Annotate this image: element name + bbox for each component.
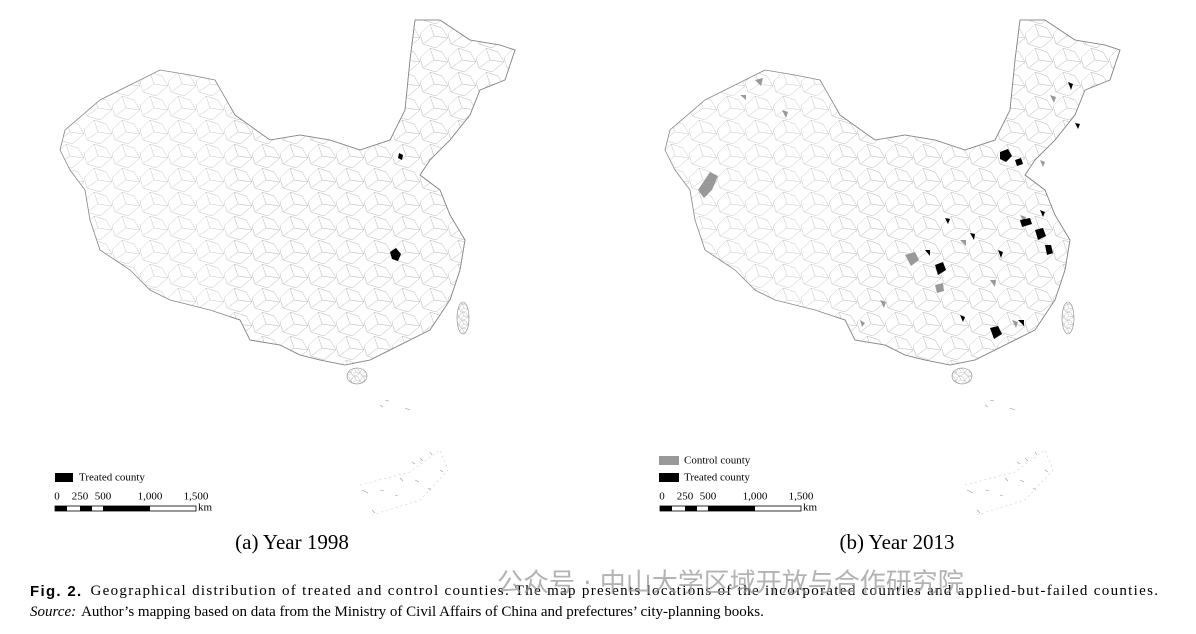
legend-label: Treated county <box>79 472 145 484</box>
scale-label: 250 <box>677 491 694 503</box>
legend-swatch <box>659 456 679 465</box>
source-label: Source: <box>30 604 76 620</box>
scale-label: 500 <box>95 491 112 503</box>
panel-caption: (b) Year 2013 <box>840 530 955 554</box>
scale-label: 0 <box>54 491 60 503</box>
source-text: Author’s mapping based on data from the … <box>81 604 764 620</box>
map-b: Control county Treated county 0 250 500 … <box>659 20 1120 554</box>
scale-label: 1,500 <box>184 491 209 503</box>
legend-swatch <box>659 473 679 482</box>
china-map <box>665 20 1120 515</box>
map-a: Treated county 0 250 500 1,000 1,500 km … <box>54 20 515 554</box>
china-map <box>60 20 515 515</box>
legend-label: Treated county <box>684 472 750 484</box>
panel-caption: (a) Year 1998 <box>235 530 349 554</box>
scale-label: 1,500 <box>789 491 814 503</box>
watermark: 公众号 · 中山大学区域开放与合作研究院 <box>497 569 964 599</box>
legend-swatch <box>55 473 73 482</box>
scale-label: 1,000 <box>743 491 768 503</box>
legend-label: Control county <box>684 455 751 467</box>
caption-text: Geographical distribution of treated and… <box>90 583 1158 599</box>
scale-label: 500 <box>700 491 717 503</box>
figure-source: Source: Author’s mapping based on data fr… <box>30 604 764 620</box>
scale-unit: km <box>198 502 213 514</box>
scale-label: 0 <box>659 491 665 503</box>
scale-label: 250 <box>72 491 89 503</box>
scale-unit: km <box>803 502 818 514</box>
figure-caption: Fig. 2. Geographical distribution of trea… <box>30 583 1158 600</box>
figure-label: Fig. 2. <box>30 583 81 600</box>
scale-bar: 0 250 500 1,000 1,500 km <box>659 491 817 514</box>
scale-bar: 0 250 500 1,000 1,500 km <box>54 491 212 514</box>
scale-label: 1,000 <box>138 491 163 503</box>
